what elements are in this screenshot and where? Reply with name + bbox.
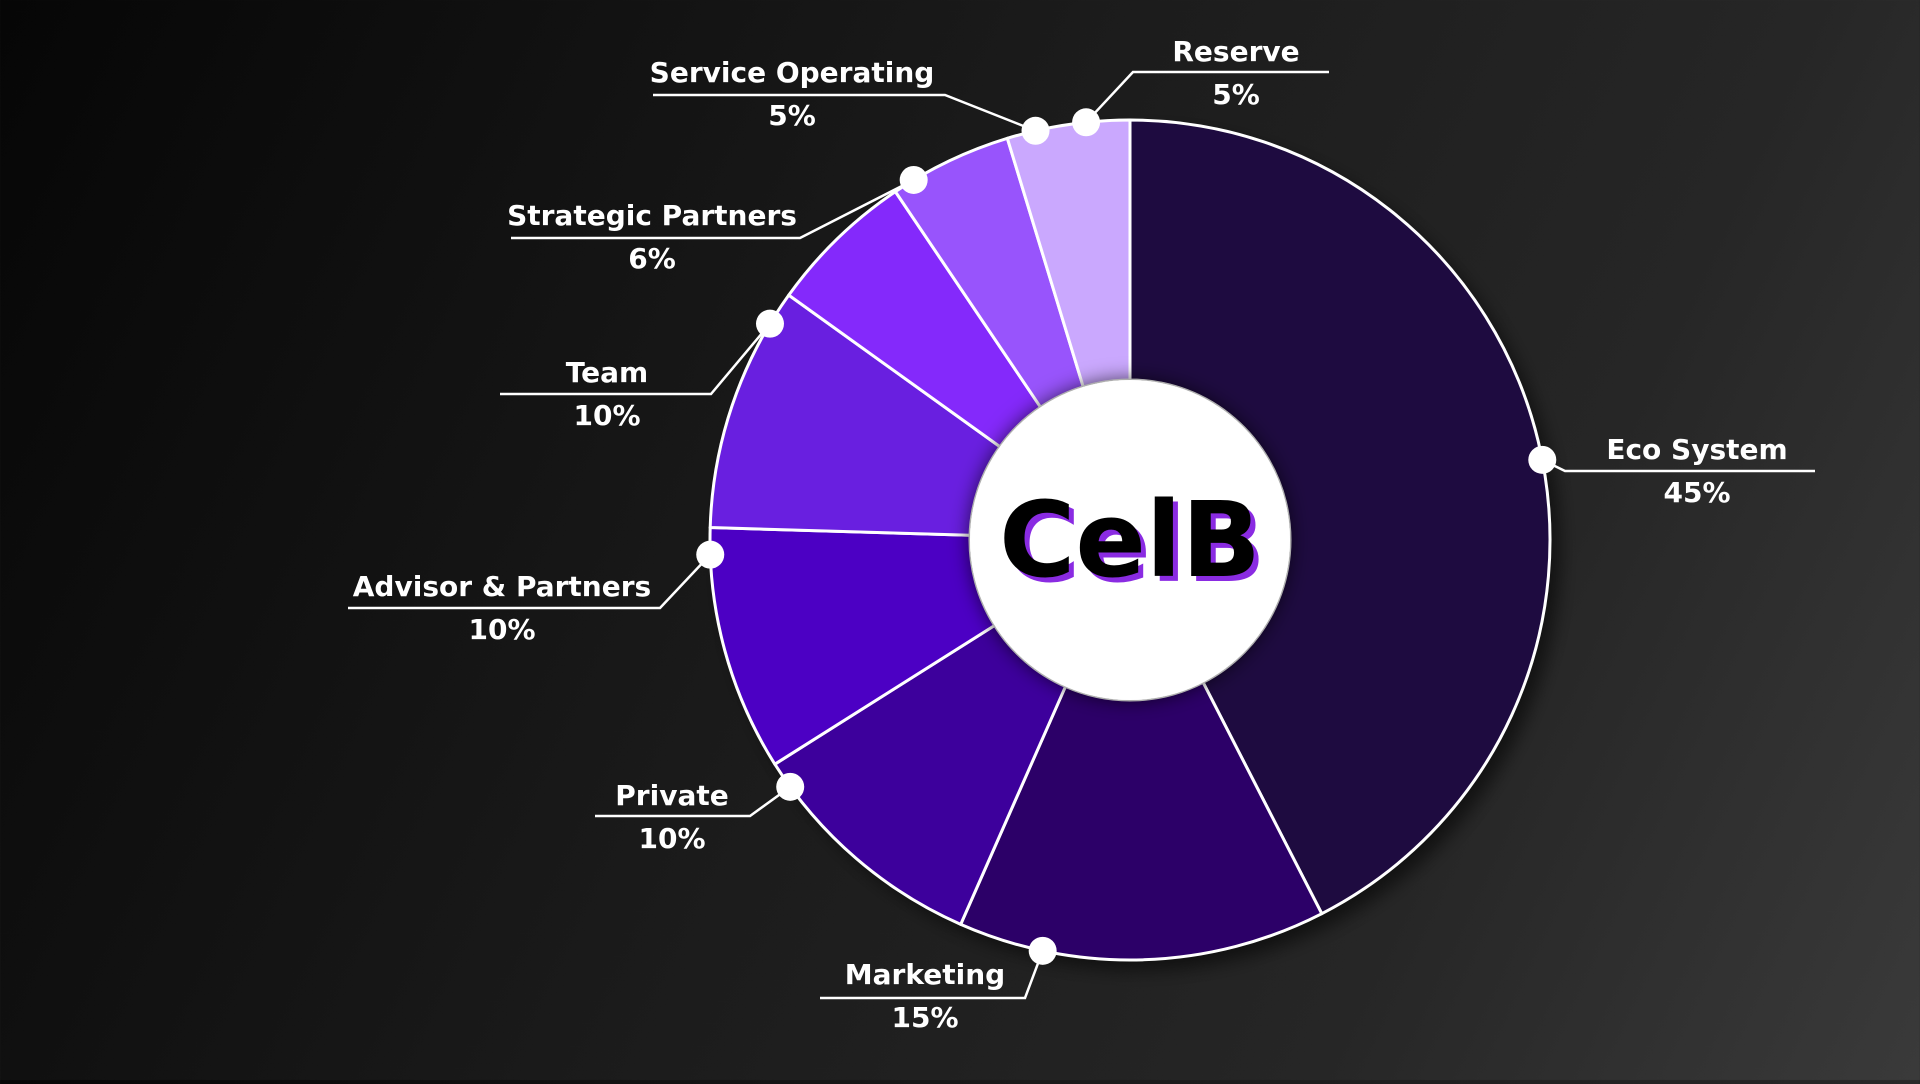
slice-label-team: Team: [566, 356, 648, 389]
label-group-marketing: Marketing 15%: [820, 936, 1057, 1034]
leader-dot-marketing: [1028, 936, 1057, 965]
leader-line-marketing: [820, 950, 1044, 1000]
leader-line-team: [500, 322, 771, 396]
center-label: CelB: [999, 479, 1261, 601]
slice-label-strategic-partners: Strategic Partners: [507, 199, 797, 232]
slice-label-eco-system: Eco System: [1606, 433, 1787, 466]
leader-dot-reserve: [1072, 108, 1101, 137]
leader-line-reserve: [1085, 70, 1329, 124]
slice-label-service-operating: Service Operating: [650, 56, 935, 89]
leader-dot-eco-system: [1528, 445, 1557, 474]
label-group-service-operating: Service Operating 5%: [650, 56, 1050, 145]
leader-dot-service-operating: [1021, 116, 1050, 145]
slice-value-private: 10%: [638, 822, 705, 855]
label-group-eco-system: Eco System 45%: [1528, 433, 1815, 509]
slice-label-advisor-and-partners: Advisor & Partners: [353, 570, 651, 603]
leader-line-strategic-partners: [511, 178, 915, 240]
slice-label-marketing: Marketing: [845, 958, 1005, 991]
slice-value-reserve: 5%: [1212, 78, 1260, 111]
leader-line-private: [595, 785, 791, 818]
center-disc: [970, 380, 1290, 700]
slice-value-team: 10%: [573, 399, 640, 432]
leader-dot-team: [755, 309, 784, 338]
slice-value-advisor-and-partners: 10%: [468, 613, 535, 646]
label-group-advisor-and-partners: Advisor & Partners 10%: [348, 540, 725, 646]
leader-line-advisor-and-partners: [348, 553, 712, 610]
slice-value-eco-system: 45%: [1663, 476, 1730, 509]
leader-dot-private: [776, 772, 805, 801]
slices-layer: [708, 118, 1552, 962]
label-group-reserve: Reserve 5%: [1072, 35, 1329, 137]
label-group-private: Private 10%: [595, 772, 805, 855]
leaders-layer: Eco System45%Marketing15%Private10%Advis…: [348, 35, 1815, 1034]
label-group-strategic-partners: Strategic Partners 6%: [507, 165, 928, 275]
slice-value-marketing: 15%: [891, 1001, 958, 1034]
label-group-team: Team 10%: [500, 309, 784, 432]
slice-label-reserve: Reserve: [1172, 35, 1299, 68]
leader-dot-strategic-partners: [899, 165, 928, 194]
leader-line-service-operating: [653, 93, 1036, 132]
slice-value-service-operating: 5%: [768, 99, 816, 132]
center-label-shadow: CelB: [1004, 484, 1266, 606]
slice-team: [708, 293, 1002, 537]
slice-value-strategic-partners: 6%: [628, 242, 676, 275]
leader-dot-advisor-and-partners: [696, 540, 725, 569]
center-layer: CelB CelB: [970, 380, 1290, 700]
slice-label-private: Private: [615, 779, 728, 812]
